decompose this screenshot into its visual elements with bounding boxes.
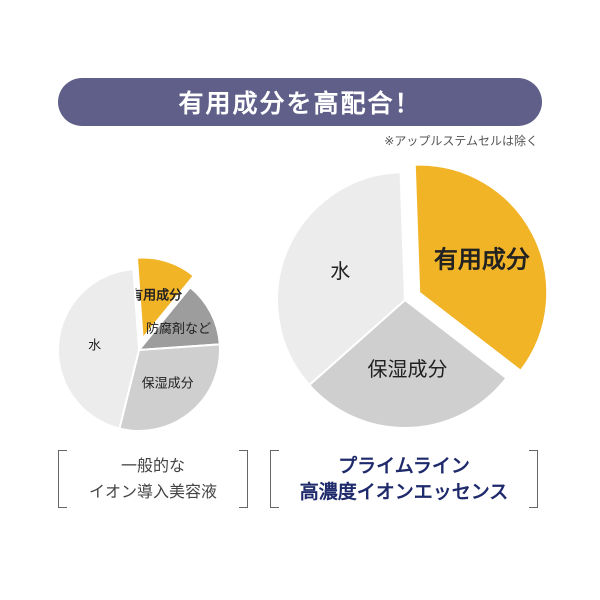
pie-slice <box>307 298 508 429</box>
pie-slice <box>276 171 407 387</box>
slice-label: 水 <box>88 339 101 354</box>
headline-title: 有用成分を高配合！ <box>178 89 422 118</box>
slice-label: 有用成分 <box>434 246 530 274</box>
slice-label: 水 <box>330 259 350 283</box>
pie-slice <box>135 256 196 342</box>
caption-line-1: プライムライン <box>338 455 470 477</box>
headline-banner: 有用成分を高配合！ <box>58 78 542 126</box>
bracket-right <box>529 450 538 508</box>
caption-line-1: 一般的な <box>120 456 185 475</box>
caption-line-2: 高濃度イオンエッセンス <box>299 481 509 503</box>
pie-slice <box>413 163 549 373</box>
slice-label: 防腐剤など <box>146 321 211 337</box>
bracket-left <box>270 450 279 508</box>
bracket-left <box>58 450 67 508</box>
slice-label: 保湿成分 <box>367 357 447 381</box>
caption-line-2: イオン導入美容液 <box>88 482 217 501</box>
slice-label: 保湿成分 <box>142 377 194 392</box>
pie-slice <box>118 343 221 432</box>
bracket-right <box>239 450 248 508</box>
slice-label: 有用成分 <box>130 288 182 304</box>
caption-primeline-essence: プライムライン 高濃度イオンエッセンス <box>270 450 538 508</box>
caption-general-serum: 一般的な イオン導入美容液 <box>58 450 248 508</box>
footnote: ※アップルステムセルは除く <box>384 134 538 148</box>
pie-slice <box>136 285 221 352</box>
pie-slice <box>57 268 141 430</box>
